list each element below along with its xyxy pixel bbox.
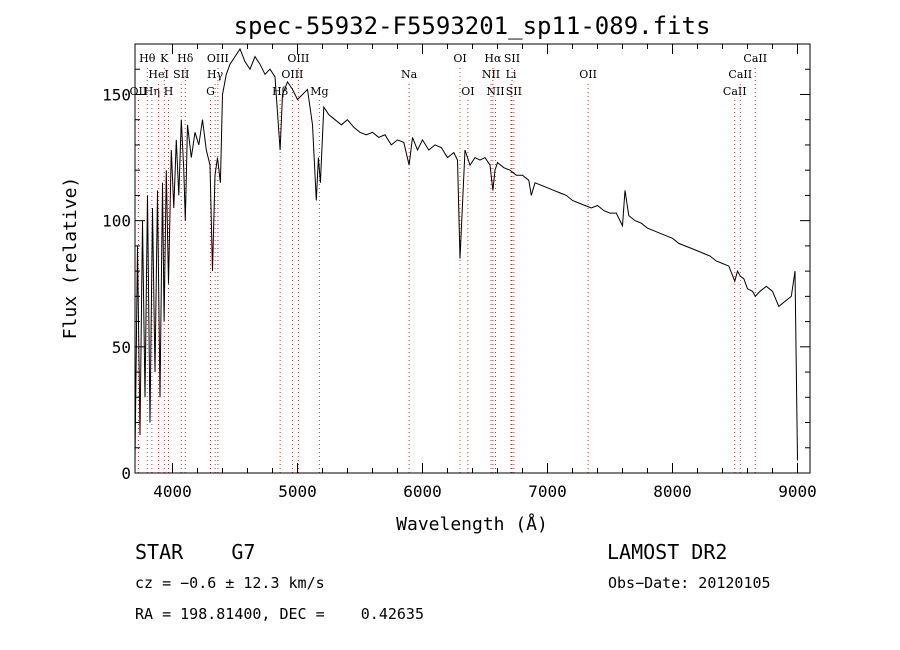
line-label: H bbox=[164, 85, 174, 98]
redshift-cz: cz = −0.6 ± 12.3 km/s bbox=[135, 574, 325, 592]
axis-ticks: 4000 5000 6000 7000 8000 9000 0 50 100 150 bbox=[102, 44, 817, 501]
spectrum-series bbox=[134, 47, 798, 461]
line-label: OI bbox=[453, 52, 466, 65]
line-label: SII bbox=[173, 68, 189, 81]
y-tick-label: 150 bbox=[102, 85, 131, 104]
y-axis-label: Flux (relative) bbox=[60, 177, 81, 340]
line-label: Hθ bbox=[139, 52, 156, 65]
line-label: NII bbox=[486, 85, 504, 98]
x-tick-label: 7000 bbox=[528, 482, 567, 501]
x-tick-label: 9000 bbox=[778, 482, 817, 501]
line-label: G bbox=[206, 85, 215, 98]
y-tick-label: 0 bbox=[121, 464, 131, 483]
line-label: Na bbox=[401, 68, 418, 81]
line-label: OIII bbox=[207, 52, 229, 65]
line-label: Hη bbox=[144, 85, 160, 98]
x-axis-label: Wavelength (Å) bbox=[396, 513, 548, 535]
line-label: OII bbox=[579, 68, 597, 81]
line-label: SII bbox=[504, 52, 520, 65]
line-label: CaII bbox=[728, 68, 752, 81]
survey-name: LAMOST DR2 bbox=[607, 540, 728, 564]
chart-title: spec-55932-F5593201_sp11-089.fits bbox=[234, 12, 711, 40]
plot-frame bbox=[134, 43, 811, 474]
object-class: STAR G7 bbox=[135, 540, 256, 564]
observation-date: Obs−Date: 20120105 bbox=[608, 574, 771, 592]
line-label: SII bbox=[506, 85, 522, 98]
ra-dec: RA = 198.81400, DEC = 0.42635 bbox=[135, 605, 424, 623]
y-tick-label: 50 bbox=[112, 338, 131, 357]
line-label: NII bbox=[482, 68, 500, 81]
x-tick-label: 8000 bbox=[653, 482, 692, 501]
line-label: Li bbox=[506, 68, 517, 81]
line-label: OIII bbox=[281, 68, 303, 81]
x-tick-label: 6000 bbox=[403, 482, 442, 501]
line-label: Mg bbox=[310, 85, 328, 98]
x-tick-label: 4000 bbox=[153, 482, 192, 501]
x-tick-label: 5000 bbox=[278, 482, 317, 501]
line-label: CaII bbox=[723, 85, 747, 98]
line-label: K bbox=[160, 52, 169, 65]
line-label: OIII bbox=[287, 52, 309, 65]
y-tick-label: 100 bbox=[102, 212, 131, 231]
line-label: Hγ bbox=[207, 68, 224, 81]
line-label: Hα bbox=[484, 52, 502, 65]
line-label: OI bbox=[461, 85, 474, 98]
line-label: HeI bbox=[148, 68, 168, 81]
line-label: CaII bbox=[743, 52, 767, 65]
line-label: Hδ bbox=[177, 52, 194, 65]
